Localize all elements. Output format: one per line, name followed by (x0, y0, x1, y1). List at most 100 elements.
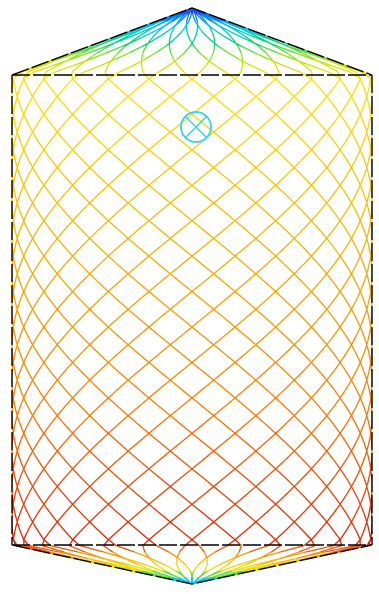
lattice-strut-segment (33, 276, 39, 284)
lattice-strut-segment (321, 161, 328, 169)
lattice-strut-segment (165, 129, 174, 137)
lattice-strut-segment (262, 244, 271, 252)
lattice-strut-segment (285, 513, 293, 521)
lattice-strut-segment (92, 276, 100, 284)
lattice-strut-segment (366, 443, 370, 450)
lattice-strut-segment (312, 282, 320, 290)
lattice-strut-segment (174, 135, 184, 143)
lattice-strut-segment (163, 26, 174, 35)
lattice-strut-segment (216, 193, 226, 201)
node-marker-cross (184, 115, 208, 139)
lattice-strut-segment (325, 449, 332, 457)
lattice-strut-segment (64, 282, 72, 290)
lattice-strut-segment (176, 84, 186, 92)
lattice-strut-segment (224, 282, 234, 291)
lattice-strut-segment (24, 353, 29, 361)
lattice-strut-segment (14, 123, 18, 130)
lattice-strut-segment (105, 359, 114, 367)
lattice-strut-segment (283, 205, 292, 214)
lattice-strut-segment (353, 455, 358, 463)
lattice-strut-segment (201, 193, 211, 201)
lattice-strut-segment (360, 116, 365, 124)
lattice-strut-segment (228, 250, 238, 259)
lattice-strut-segment (332, 366, 338, 374)
lattice-strut-segment (138, 353, 147, 361)
lattice-strut-segment (24, 116, 29, 124)
lattice-strut-segment (28, 545, 59, 553)
lattice-strut-segment (27, 193, 32, 201)
lattice-strut-segment (302, 506, 310, 514)
lattice-strut-segment (304, 468, 312, 476)
lattice-strut-segment (181, 257, 191, 265)
lattice-strut-segment (280, 173, 288, 182)
lattice-strut-segment (323, 129, 330, 137)
lattice-strut-segment (227, 33, 235, 41)
lattice-strut-segment (88, 308, 97, 316)
lattice-strut-segment (342, 366, 348, 374)
lattice-strut-segment (348, 270, 354, 278)
lattice-strut-segment (238, 58, 252, 67)
lattice-strut-segment (207, 410, 217, 419)
lattice-strut-segment (145, 564, 164, 572)
lattice-strut-segment (193, 33, 198, 41)
lattice-strut-segment (350, 308, 356, 316)
lattice-strut-segment (332, 103, 338, 111)
lattice-strut-segment (270, 180, 279, 188)
lattice-strut-segment (264, 436, 273, 444)
lattice-strut-segment (202, 122, 212, 131)
lattice-strut-segment (12, 430, 15, 437)
lattice-strut-segment (38, 257, 44, 265)
lattice-strut-segment (262, 225, 271, 233)
lattice-strut-segment (215, 442, 224, 451)
lattice-strut-segment (200, 404, 209, 412)
lattice-strut-segment (184, 77, 193, 86)
lattice-strut-segment (167, 519, 177, 527)
lattice-strut-segment (276, 212, 285, 220)
lattice-strut-segment (38, 212, 44, 220)
lattice-strut-segment (101, 461, 109, 470)
lattice-strut-segment (147, 391, 157, 399)
lattice-strut-segment (268, 77, 277, 86)
lattice-strut-segment (330, 455, 336, 463)
lattice-strut-segment (176, 52, 185, 60)
lattice-strut-segment (349, 410, 355, 418)
lattice-strut-segment (61, 154, 69, 162)
lattice-strut-segment (17, 193, 21, 201)
lattice-strut-segment (275, 468, 283, 476)
lattice-strut-segment (82, 97, 90, 105)
lattice-strut-segment (14, 443, 18, 450)
lattice-strut-segment (81, 442, 89, 451)
lattice-strut-segment (366, 417, 370, 425)
lattice-strut-segment (143, 359, 153, 367)
lattice-strut-segment (213, 301, 223, 310)
lattice-strut-segment (330, 474, 336, 482)
lattice-strut-segment (53, 129, 60, 137)
lattice-strut-segment (33, 346, 39, 354)
lattice-strut-segment (177, 65, 185, 73)
lattice-strut-segment (278, 506, 287, 515)
lattice-strut-segment (232, 250, 242, 259)
lattice-strut-segment (91, 513, 99, 521)
lattice-strut-segment (72, 58, 91, 67)
lattice-strut-segment (73, 142, 80, 150)
lattice-strut-segment (140, 397, 149, 406)
lattice-strut-segment (45, 506, 52, 514)
lattice-strut-segment (198, 545, 205, 553)
lattice-strut-segment (149, 397, 158, 406)
lattice-strut-segment (227, 391, 237, 399)
lattice-strut-segment (270, 359, 279, 367)
lattice-strut-segment (336, 110, 343, 118)
lattice-strut-segment (30, 270, 35, 278)
lattice-strut-segment (90, 442, 99, 451)
lattice-strut-segment (119, 33, 134, 41)
lattice-strut-segment (168, 378, 178, 387)
lattice-strut-segment (115, 545, 135, 553)
lattice-strut-segment (84, 519, 93, 527)
lattice-strut-segment (107, 564, 137, 572)
lattice-strut-segment (25, 295, 30, 303)
lattice-strut-segment (218, 557, 234, 566)
lattice-strut-segment (290, 199, 299, 207)
lattice-strut-segment (320, 167, 327, 175)
lattice-strut-segment (310, 78, 318, 86)
lattice-strut-segment (14, 487, 18, 495)
